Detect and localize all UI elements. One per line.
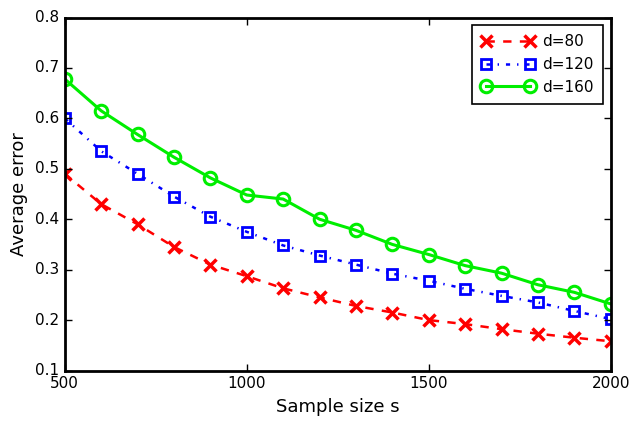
d=80: [61, 171, 68, 176]
d=80: [243, 273, 251, 279]
d=120: [534, 300, 542, 305]
d=80: [352, 303, 360, 308]
d=160: [388, 242, 396, 247]
d=120: [61, 116, 68, 121]
d=160: [279, 196, 287, 201]
Line: d=120: d=120: [60, 113, 616, 324]
d=160: [498, 271, 506, 276]
d=80: [388, 310, 396, 315]
Legend: d=80, d=120, d=160: d=80, d=120, d=160: [472, 25, 603, 104]
d=120: [279, 243, 287, 248]
d=120: [388, 271, 396, 276]
Y-axis label: Average error: Average error: [10, 132, 28, 256]
Line: d=160: d=160: [58, 73, 617, 310]
d=120: [316, 253, 323, 258]
d=120: [243, 229, 251, 234]
d=80: [170, 245, 178, 250]
d=160: [61, 76, 68, 81]
d=160: [316, 217, 323, 222]
d=160: [570, 290, 578, 295]
d=80: [207, 262, 214, 267]
d=80: [425, 317, 433, 322]
d=120: [607, 317, 614, 322]
d=160: [243, 193, 251, 198]
d=160: [461, 263, 469, 268]
d=80: [134, 222, 141, 227]
d=120: [425, 278, 433, 283]
d=160: [352, 228, 360, 233]
d=120: [570, 308, 578, 314]
d=120: [461, 286, 469, 291]
d=160: [425, 252, 433, 257]
d=80: [97, 201, 105, 207]
d=120: [134, 171, 141, 176]
d=80: [607, 339, 614, 344]
X-axis label: Sample size s: Sample size s: [276, 398, 399, 416]
d=120: [170, 194, 178, 199]
d=120: [352, 262, 360, 267]
d=80: [498, 327, 506, 332]
d=80: [534, 331, 542, 336]
d=80: [461, 322, 469, 327]
Line: d=80: d=80: [59, 168, 616, 347]
d=160: [97, 108, 105, 113]
d=80: [570, 335, 578, 340]
d=160: [207, 176, 214, 181]
d=160: [534, 282, 542, 287]
d=120: [498, 294, 506, 299]
d=120: [97, 149, 105, 154]
d=120: [207, 214, 214, 219]
d=160: [607, 301, 614, 306]
d=80: [279, 286, 287, 291]
d=80: [316, 295, 323, 300]
d=160: [170, 155, 178, 160]
d=160: [134, 132, 141, 137]
